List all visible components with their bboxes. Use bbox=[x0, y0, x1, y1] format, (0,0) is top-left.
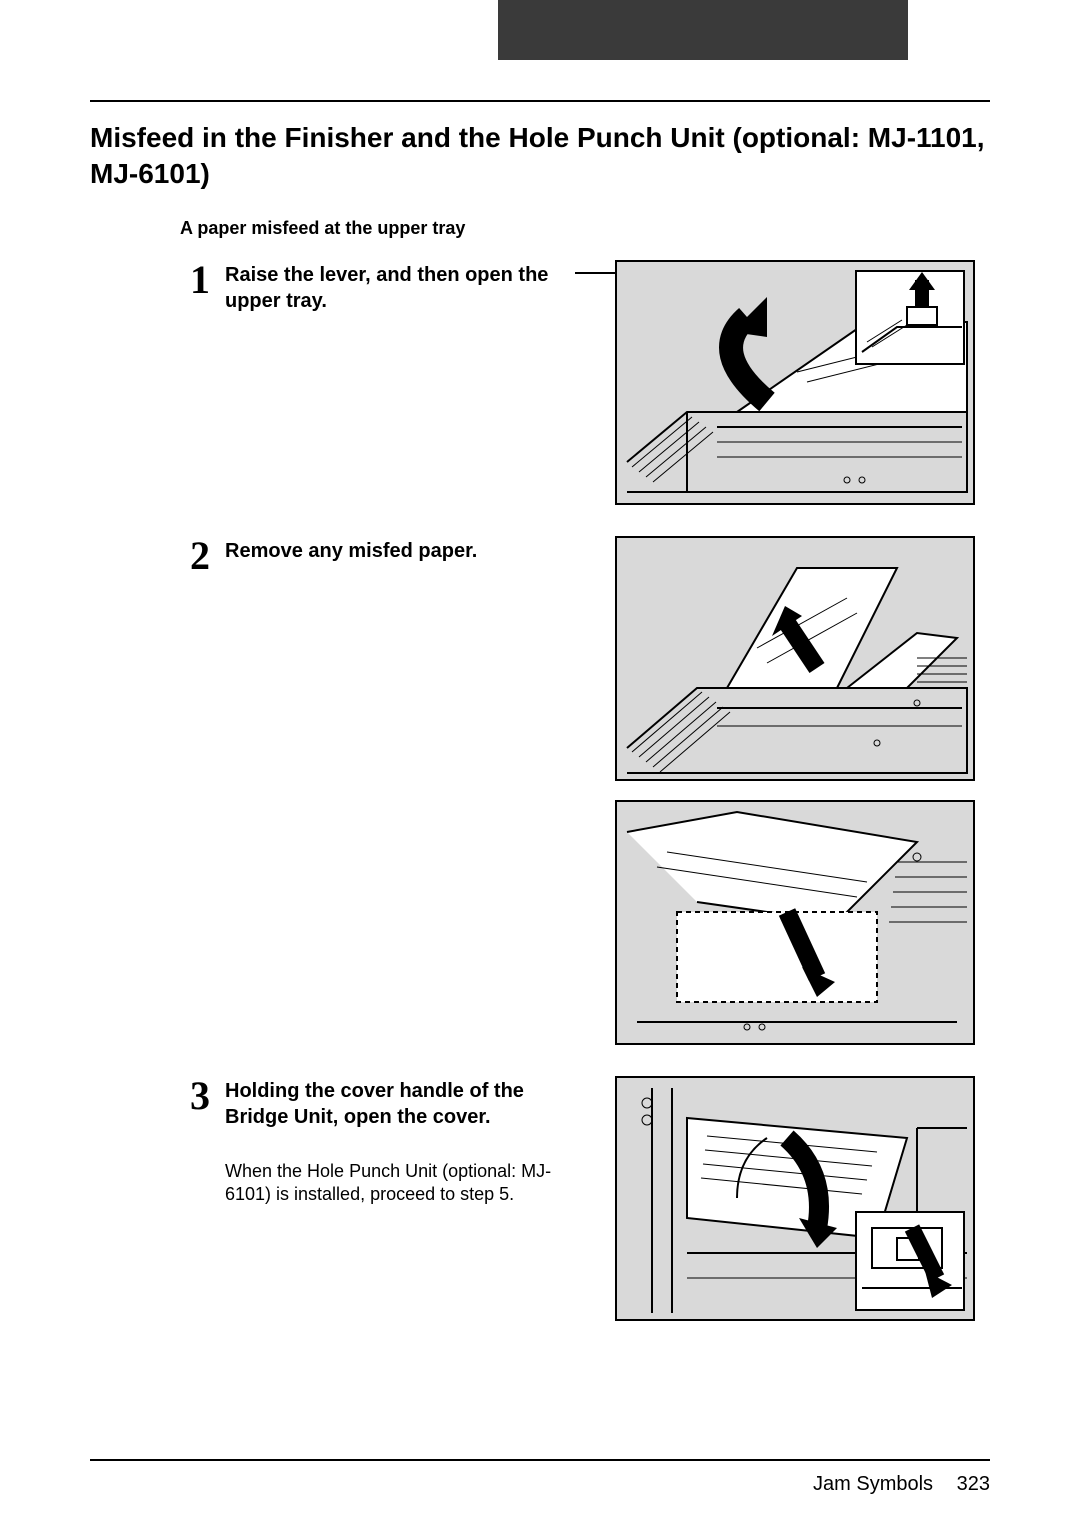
section-title: Misfeed in the Finisher and the Hole Pun… bbox=[90, 120, 990, 193]
lever-raise-icon bbox=[857, 272, 967, 367]
page: Misfeed in the Finisher and the Hole Pun… bbox=[0, 0, 1080, 1526]
subsection-heading: A paper misfeed at the upper tray bbox=[180, 218, 465, 239]
illustration-step-3 bbox=[615, 1076, 975, 1321]
rule-bottom bbox=[90, 1459, 990, 1461]
illustration-step-2a bbox=[615, 536, 975, 781]
step-number-3: 3 bbox=[180, 1072, 220, 1119]
page-footer: Jam Symbols 323 bbox=[813, 1473, 990, 1496]
footer-section: Jam Symbols bbox=[813, 1473, 933, 1495]
step-body-3: When the Hole Punch Unit (optional: MJ-6… bbox=[225, 1160, 595, 1207]
illustration-inset-1 bbox=[855, 270, 965, 365]
illustration-inset-3 bbox=[855, 1211, 965, 1311]
step-number-2: 2 bbox=[180, 532, 220, 579]
cover-handle-press-icon bbox=[857, 1213, 967, 1313]
chapter-tab bbox=[498, 0, 908, 60]
step-text-1: Raise the lever, and then open the upper… bbox=[225, 262, 575, 314]
illustration-step-1 bbox=[615, 260, 975, 505]
illustration-step-2b bbox=[615, 800, 975, 1045]
step-text-2: Remove any misfed paper. bbox=[225, 538, 575, 564]
remove-paper-inside-icon bbox=[617, 802, 977, 1047]
remove-paper-top-icon bbox=[617, 538, 977, 783]
step-text-3: Holding the cover handle of the Bridge U… bbox=[225, 1078, 575, 1130]
footer-page-number: 323 bbox=[957, 1473, 990, 1495]
rule-top bbox=[90, 100, 990, 102]
callout-line bbox=[575, 272, 615, 274]
step-number-1: 1 bbox=[180, 256, 220, 303]
